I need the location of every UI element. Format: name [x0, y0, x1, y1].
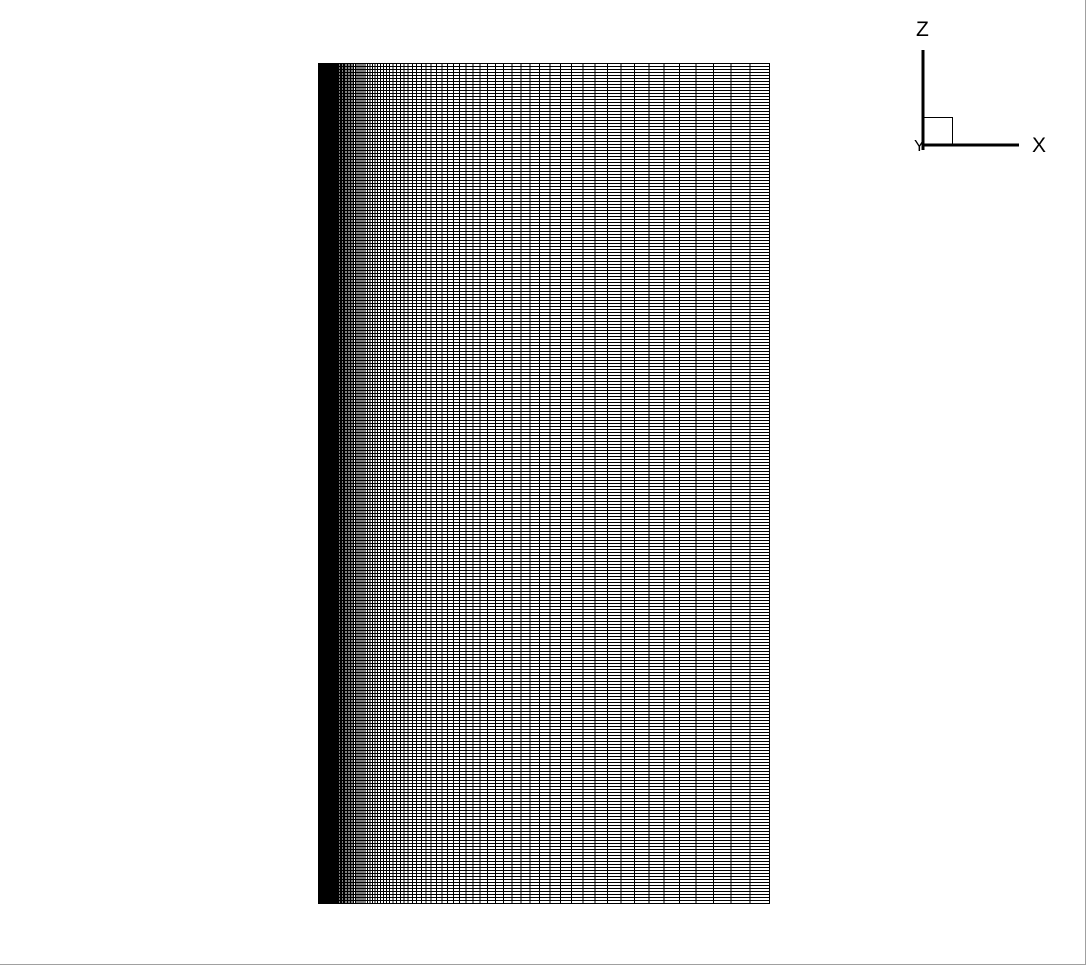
- z-axis-label: Z: [916, 18, 929, 41]
- y-axis-marker: [923, 117, 953, 145]
- mesh-horizontal-lines: [318, 66, 770, 901]
- axis-triad: Z X Y: [914, 18, 1046, 157]
- x-axis-label: X: [1032, 134, 1046, 157]
- y-axis-label: Y: [914, 138, 925, 155]
- mesh-grid: [318, 63, 770, 904]
- near-wall-refinement: [318, 63, 322, 904]
